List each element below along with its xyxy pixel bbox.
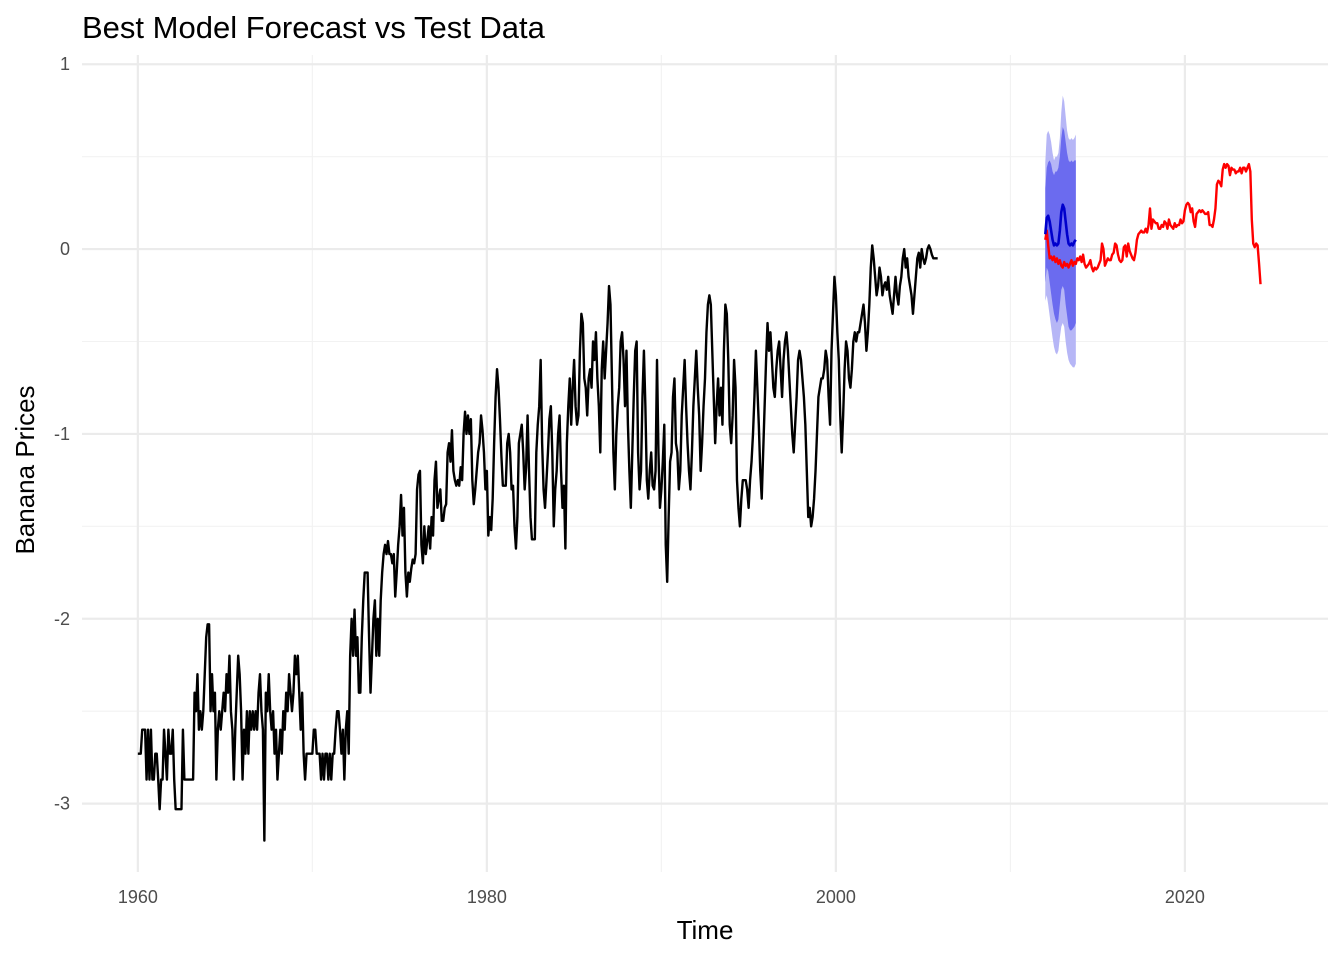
x-tick-label: 2000	[816, 887, 856, 907]
y-tick-label: -1	[54, 424, 70, 444]
test-series-line	[1044, 162, 1262, 285]
x-axis-title: Time	[677, 915, 734, 945]
x-tick-label: 2020	[1165, 887, 1205, 907]
y-axis-title: Banana Prices	[10, 385, 40, 554]
train-series-line	[137, 244, 938, 842]
y-tick-label: -2	[54, 609, 70, 629]
y-tick-label: 0	[60, 239, 70, 259]
tick-labels: 1960 1980 2000 2020 -3 -2 -1 0 1	[54, 54, 1205, 907]
forecast-series-line	[1043, 203, 1077, 247]
x-tick-label: 1980	[467, 887, 507, 907]
y-tick-label: -3	[54, 794, 70, 814]
y-tick-label: 1	[60, 54, 70, 74]
x-tick-label: 1960	[118, 887, 158, 907]
chart-title: Best Model Forecast vs Test Data	[82, 10, 546, 45]
series-lines	[137, 162, 1262, 842]
